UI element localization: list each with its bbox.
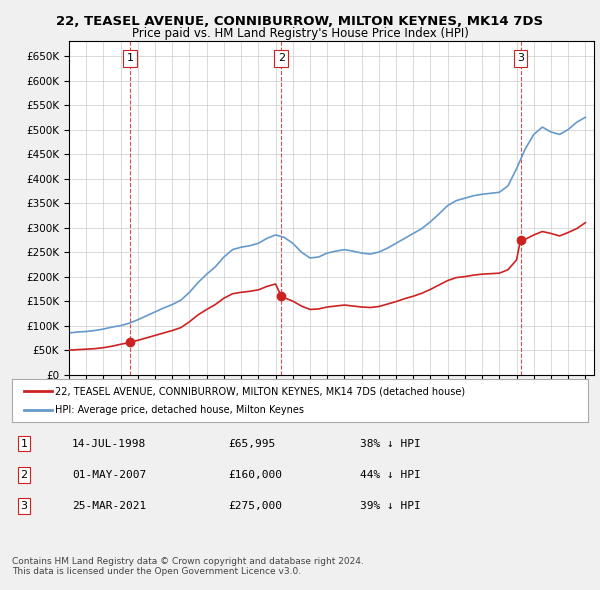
- Text: 14-JUL-1998: 14-JUL-1998: [72, 439, 146, 448]
- Text: Contains HM Land Registry data © Crown copyright and database right 2024.
This d: Contains HM Land Registry data © Crown c…: [12, 557, 364, 576]
- Text: 22, TEASEL AVENUE, CONNIBURROW, MILTON KEYNES, MK14 7DS: 22, TEASEL AVENUE, CONNIBURROW, MILTON K…: [56, 15, 544, 28]
- Text: £160,000: £160,000: [228, 470, 282, 480]
- Text: 2: 2: [20, 470, 28, 480]
- Text: Price paid vs. HM Land Registry's House Price Index (HPI): Price paid vs. HM Land Registry's House …: [131, 27, 469, 40]
- Text: 1: 1: [20, 439, 28, 448]
- Text: 25-MAR-2021: 25-MAR-2021: [72, 502, 146, 511]
- Text: 44% ↓ HPI: 44% ↓ HPI: [360, 470, 421, 480]
- Text: 01-MAY-2007: 01-MAY-2007: [72, 470, 146, 480]
- Text: 3: 3: [20, 502, 28, 511]
- Text: £65,995: £65,995: [228, 439, 275, 448]
- Text: £275,000: £275,000: [228, 502, 282, 511]
- Text: 38% ↓ HPI: 38% ↓ HPI: [360, 439, 421, 448]
- Text: 39% ↓ HPI: 39% ↓ HPI: [360, 502, 421, 511]
- Text: 22, TEASEL AVENUE, CONNIBURROW, MILTON KEYNES, MK14 7DS (detached house): 22, TEASEL AVENUE, CONNIBURROW, MILTON K…: [55, 386, 466, 396]
- Text: HPI: Average price, detached house, Milton Keynes: HPI: Average price, detached house, Milt…: [55, 405, 304, 415]
- Text: 1: 1: [127, 54, 133, 64]
- Text: 2: 2: [278, 54, 285, 64]
- Text: 3: 3: [517, 54, 524, 64]
